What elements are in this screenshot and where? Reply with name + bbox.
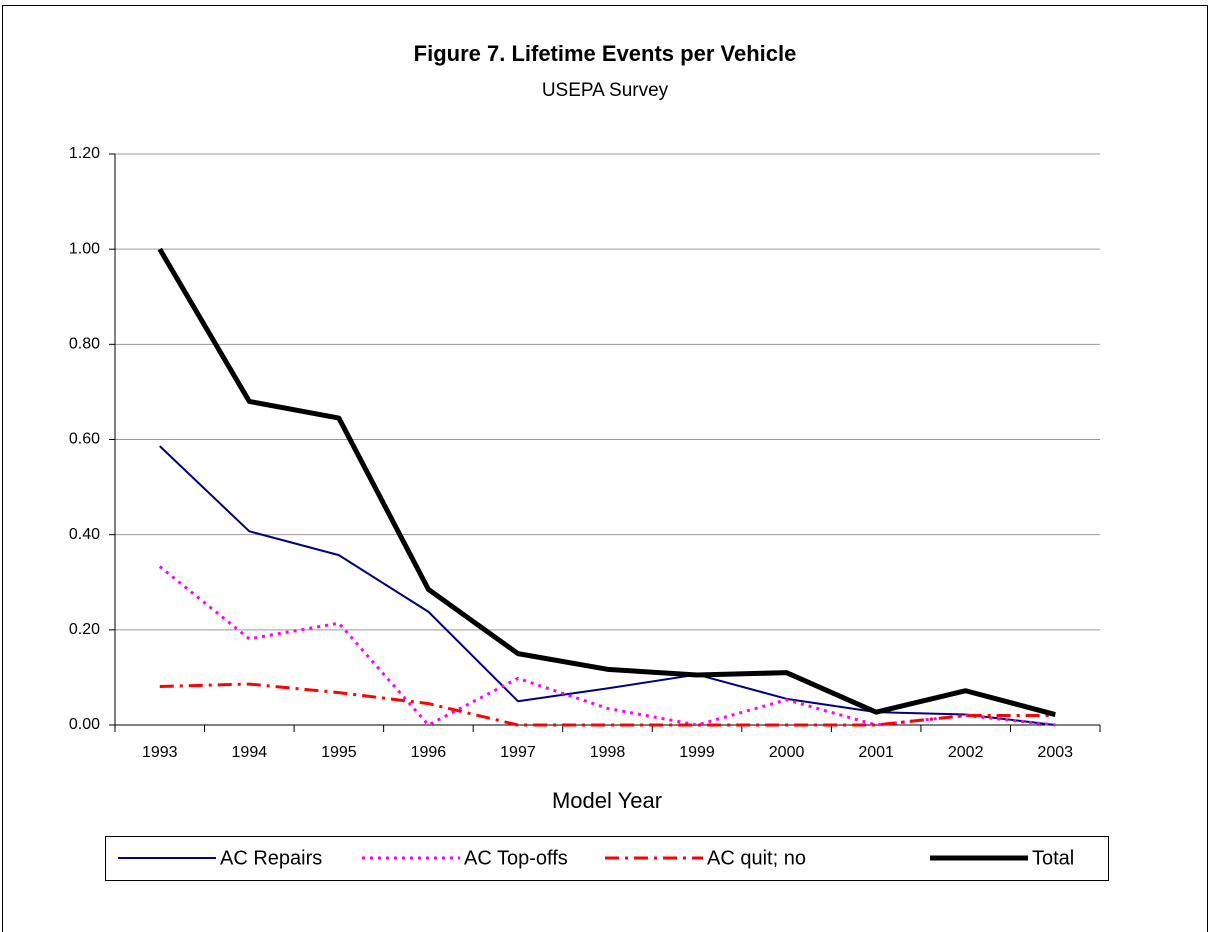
y-tick-label: 0.00 <box>69 716 100 733</box>
legend-box <box>105 836 1109 881</box>
x-tick-label: 1996 <box>411 744 447 761</box>
chart-subtitle: USEPA Survey <box>542 80 669 101</box>
y-tick-label: 1.00 <box>69 240 100 257</box>
y-tick-label: 0.20 <box>69 621 100 638</box>
series-line <box>157 247 1056 717</box>
legend-label: AC Repairs <box>220 847 322 869</box>
x-tick-label: 1995 <box>321 744 357 761</box>
x-tick-label: 2000 <box>769 744 805 761</box>
series-line <box>158 565 1056 727</box>
x-tick-label: 1993 <box>142 744 178 761</box>
x-tick-label: 2001 <box>858 744 894 761</box>
chart-frame <box>2 5 1208 932</box>
x-tick-label: 2002 <box>948 744 984 761</box>
chart-title: Figure 7. Lifetime Events per Vehicle <box>414 41 797 66</box>
x-axis-label: Model Year <box>552 788 662 813</box>
y-tick-label: 0.40 <box>69 526 100 543</box>
series-line <box>159 445 1056 726</box>
x-tick-label: 1999 <box>679 744 715 761</box>
series-line <box>159 682 1056 727</box>
legend-label: Total <box>1032 847 1074 869</box>
x-tick-label: 2003 <box>1037 744 1073 761</box>
legend-label: AC Top-offs <box>464 847 568 869</box>
legend-label: AC quit; no <box>707 847 806 869</box>
y-tick-label: 0.80 <box>69 336 100 353</box>
x-tick-label: 1998 <box>590 744 626 761</box>
x-tick-label: 1994 <box>232 744 268 761</box>
y-tick-label: 1.20 <box>69 145 100 162</box>
x-tick-label: 1997 <box>500 744 536 761</box>
y-tick-label: 0.60 <box>69 431 100 448</box>
